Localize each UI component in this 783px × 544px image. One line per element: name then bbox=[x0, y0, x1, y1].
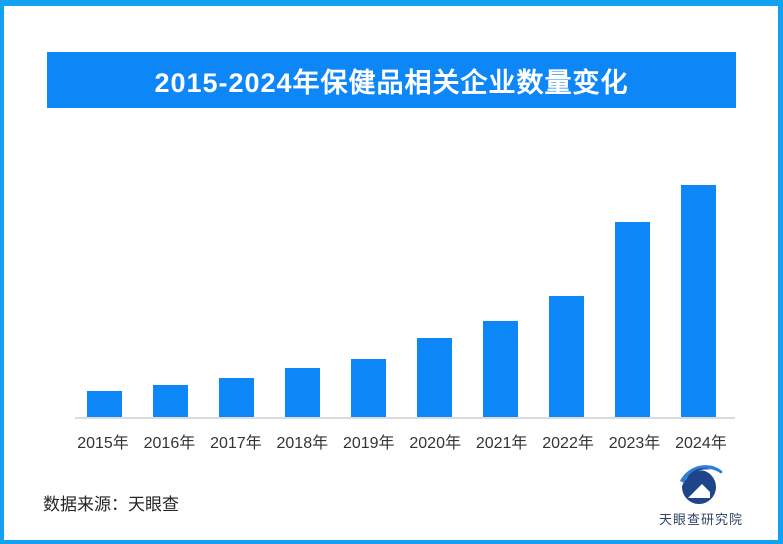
bar-2023年 bbox=[615, 222, 650, 417]
bar-2017年 bbox=[219, 378, 254, 417]
bar-2021年 bbox=[483, 321, 518, 417]
bar-chart bbox=[87, 180, 716, 417]
brand-block: 天眼查研究院 bbox=[658, 460, 744, 534]
bar-2015年 bbox=[87, 391, 122, 417]
x-tick-label: 2024年 bbox=[675, 435, 727, 452]
bar-2022年 bbox=[549, 296, 584, 417]
title-banner: 2015-2024年保健品相关企业数量变化 bbox=[47, 52, 736, 108]
bar-2020年 bbox=[417, 338, 452, 417]
bar-2016年 bbox=[153, 385, 188, 417]
x-tick-label: 2022年 bbox=[542, 435, 594, 452]
bar-2019年 bbox=[351, 359, 386, 417]
brand-name: 天眼查研究院 bbox=[658, 512, 743, 527]
bar-2018年 bbox=[285, 368, 320, 417]
x-tick-label: 2021年 bbox=[475, 435, 528, 452]
x-tick-label: 2019年 bbox=[342, 435, 395, 452]
chart-title: 2015-2024年保健品相关企业数量变化 bbox=[154, 67, 629, 98]
x-tick-label: 2017年 bbox=[210, 435, 262, 452]
data-source-note: 数据来源：天眼查 bbox=[43, 495, 179, 514]
tianyancha-logo-icon bbox=[679, 464, 723, 504]
x-tick-label: 2015年 bbox=[77, 435, 129, 452]
x-axis-line bbox=[75, 417, 735, 419]
bar-2024年 bbox=[681, 185, 716, 417]
x-axis-labels: 2015年 2016年 2017年 2018年 2019年 2020年 2021年 2022年… bbox=[72, 429, 732, 453]
x-tick-label: 2016年 bbox=[143, 435, 196, 452]
x-tick-label: 2018年 bbox=[276, 435, 329, 452]
x-tick-label: 2023年 bbox=[608, 435, 661, 452]
x-tick-label: 2020年 bbox=[409, 435, 461, 452]
